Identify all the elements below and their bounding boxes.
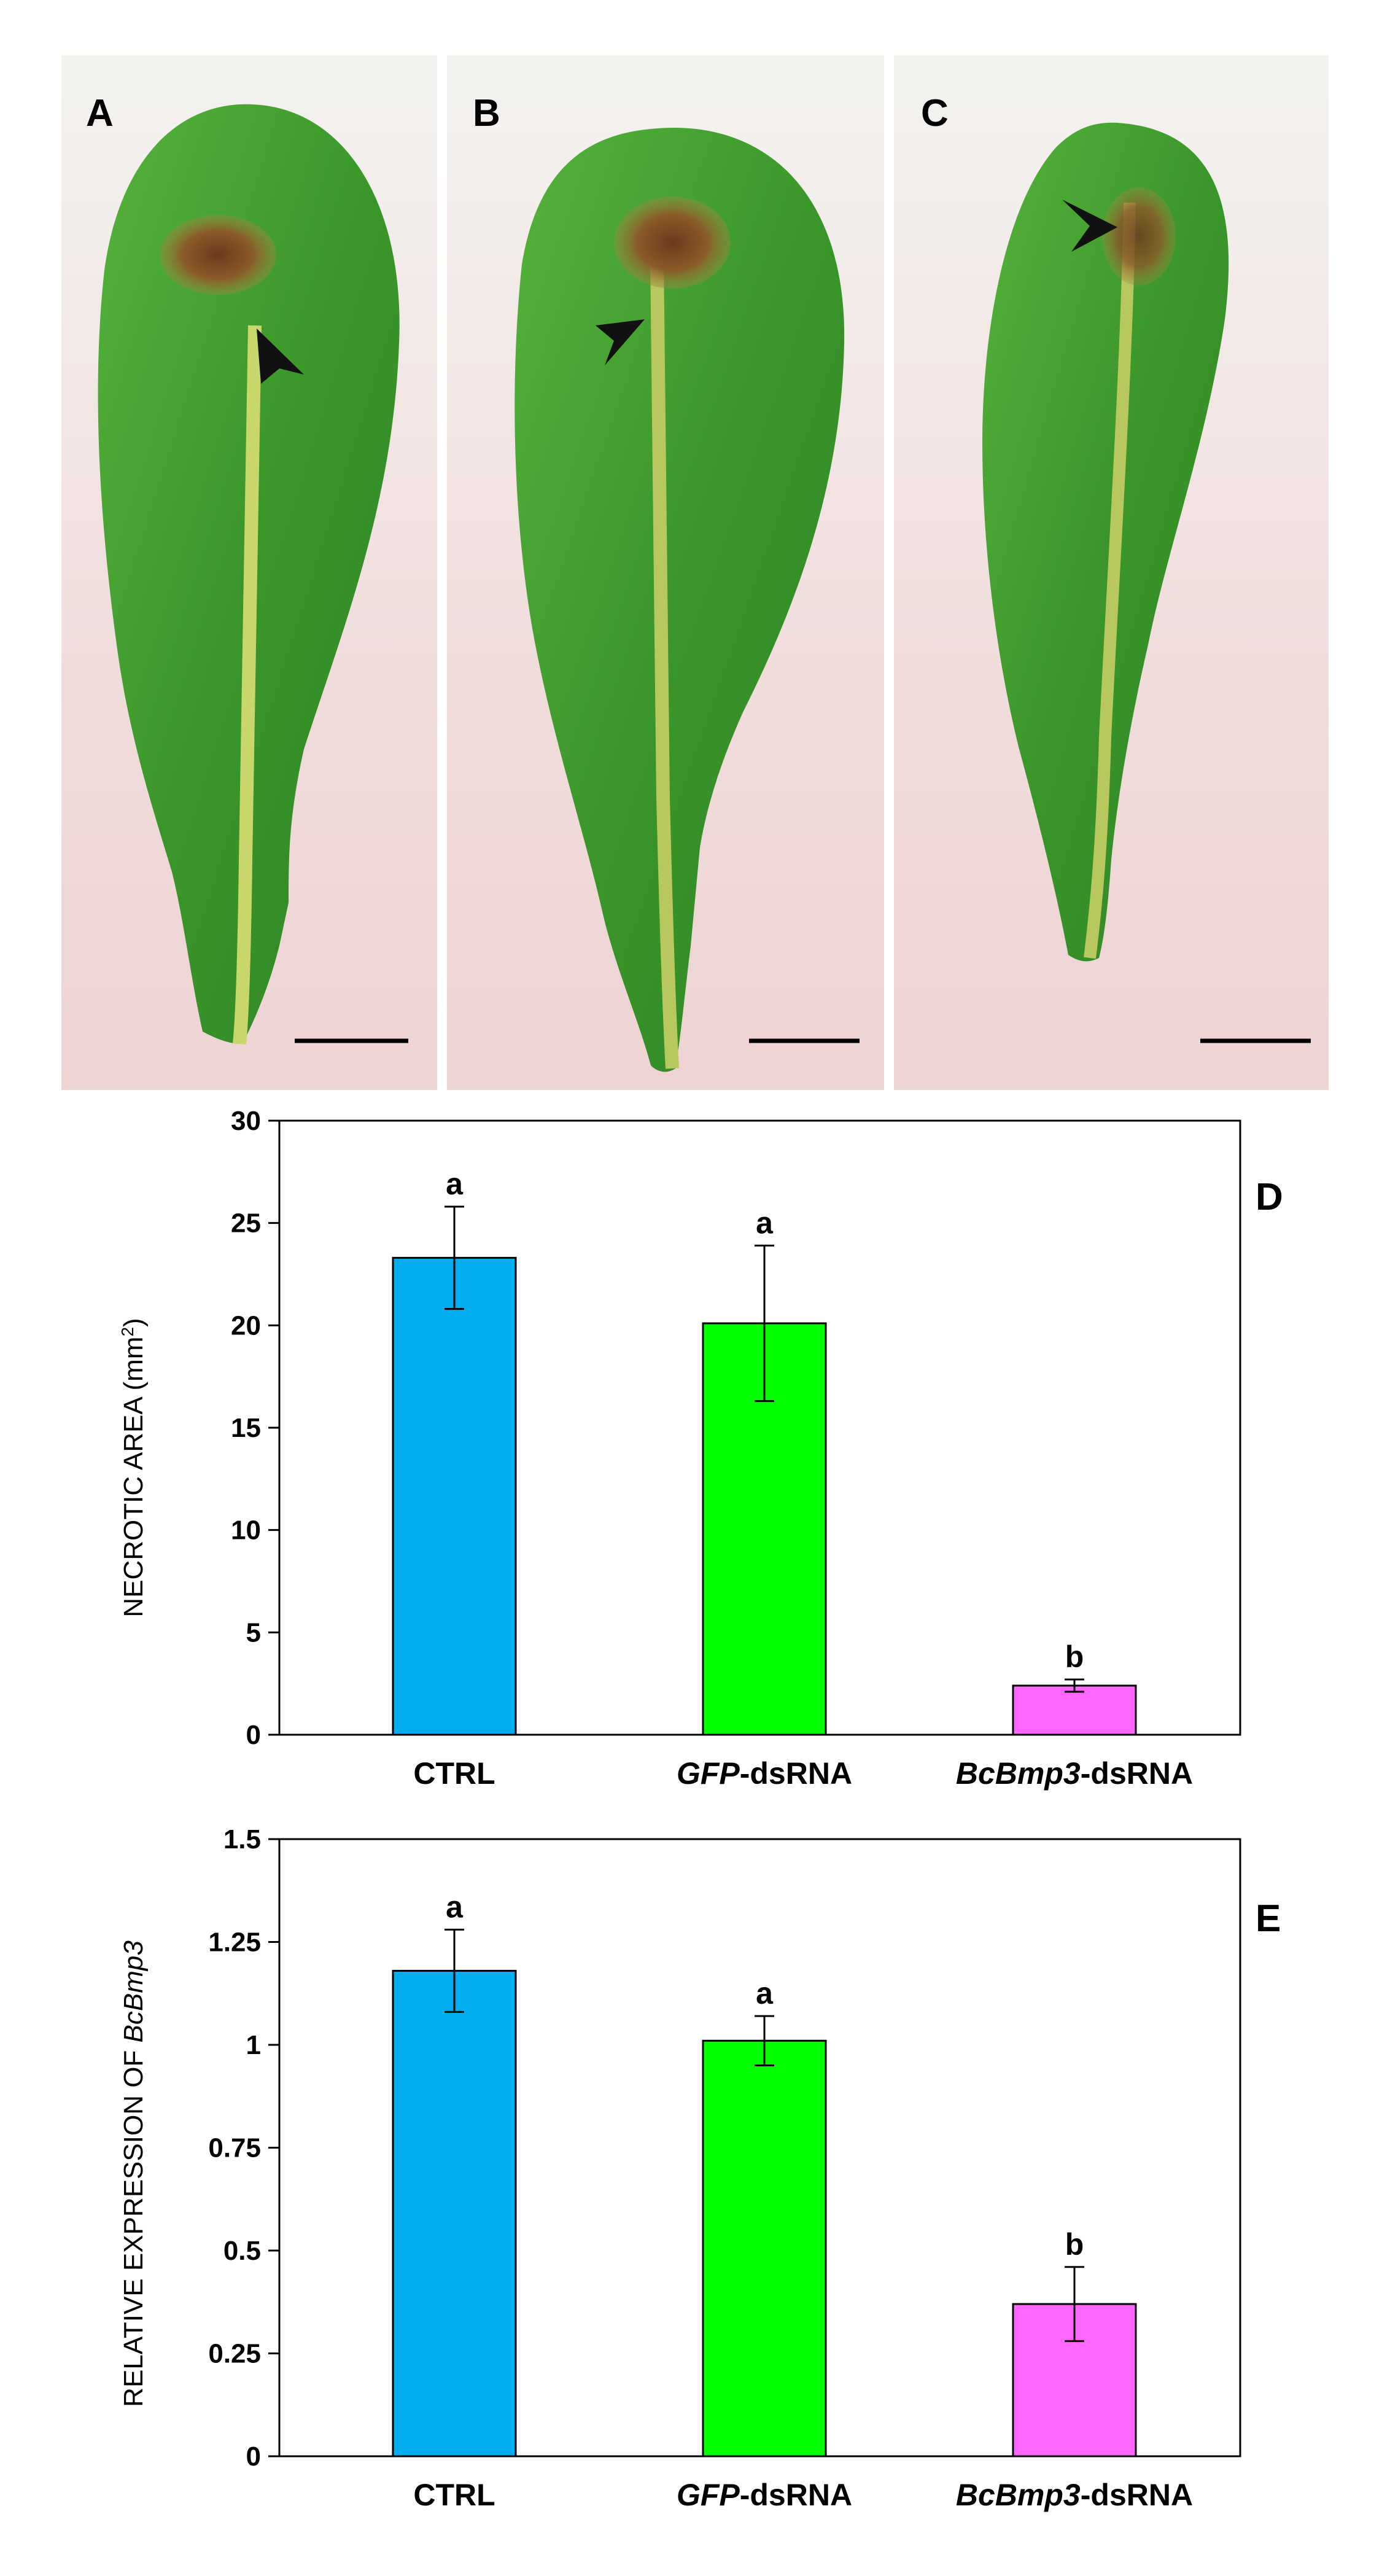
x-tick-label-italic: BcBmp3	[956, 2478, 1081, 2512]
panel-label: B	[473, 92, 500, 134]
y-tick-label: 1.5	[223, 1824, 261, 1854]
y-axis-label: RELATIVE EXPRESSION OF BcBmp3	[118, 1940, 149, 2407]
y-tick-label: 25	[231, 1208, 261, 1239]
y-axis-label: NECROTIC AREA (mm2)	[118, 1318, 149, 1617]
lesion-c	[1102, 187, 1176, 286]
y-tick-label: 0	[246, 2442, 261, 2472]
arrowhead-icon	[596, 319, 645, 365]
lesion-a	[160, 215, 276, 295]
y-tick-label: 0.5	[223, 2236, 261, 2266]
bar	[702, 2039, 827, 2457]
x-tick-label-plain: -dsRNA	[1081, 1756, 1193, 1791]
significance-letter: b	[1065, 2227, 1084, 2262]
chart-panel-label: D	[1256, 1176, 1283, 1218]
significance-letter: b	[1065, 1640, 1084, 1674]
x-tick-label-plain: -dsRNA	[1081, 2478, 1193, 2512]
plot-frame	[278, 1838, 1241, 2457]
x-tick-label: GFP-dsRNA	[677, 2478, 852, 2512]
x-tick-label-italic: GFP	[677, 2478, 740, 2512]
x-tick-label: CTRL	[413, 2478, 495, 2512]
y-tick-label: 1.25	[208, 1928, 261, 1958]
panel-label: A	[86, 92, 114, 134]
y-tick-label: 30	[231, 1106, 261, 1136]
x-tick-label-italic: GFP	[677, 1756, 740, 1791]
x-tick-label-plain: -dsRNA	[740, 1756, 852, 1791]
x-tick-label: BcBmp3-dsRNA	[956, 2478, 1193, 2512]
significance-letter: a	[756, 1205, 774, 1240]
y-tick-label: 0	[246, 1720, 261, 1750]
bar	[392, 1969, 517, 2457]
leaf-c	[982, 122, 1229, 962]
x-tick-label-plain: CTRL	[413, 2478, 495, 2512]
x-tick-label-plain: CTRL	[413, 1756, 495, 1791]
chart-relative-expression: E RELATIVE EXPRESSION OF BcBmp3 0 0.25 0.5…	[118, 1824, 1281, 2512]
photo-panel-c: C	[894, 55, 1329, 1090]
chart-necrotic-area: D NECROTIC AREA (mm2) 0 5 10 15 20 25 30 a a b C…	[118, 1106, 1283, 1791]
y-tick-label: 10	[231, 1516, 261, 1546]
photo-panel-b: B	[447, 55, 884, 1090]
y-tick-label: 20	[231, 1310, 261, 1341]
chart-panel-label: E	[1256, 1897, 1281, 1940]
x-tick-label: GFP-dsRNA	[677, 1756, 852, 1791]
x-tick-label-plain: -dsRNA	[740, 2478, 852, 2512]
arrowhead-icon	[1062, 200, 1117, 252]
y-tick-label: 5	[246, 1617, 261, 1648]
y-tick-label: 0.25	[208, 2339, 261, 2369]
photo-panel-a: A	[61, 55, 437, 1090]
lesion-b	[614, 197, 731, 289]
bar	[1012, 1684, 1137, 1736]
plot-frame	[278, 1119, 1241, 1736]
y-tick-label: 15	[231, 1413, 261, 1443]
y-tick-label: 0.75	[208, 2133, 261, 2163]
x-tick-label: BcBmp3-dsRNA	[956, 1756, 1193, 1791]
x-tick-label: CTRL	[413, 1756, 495, 1791]
x-tick-label-italic: BcBmp3	[956, 1756, 1081, 1791]
bar	[392, 1256, 517, 1736]
significance-letter: a	[446, 1167, 464, 1201]
significance-letter: a	[756, 1976, 774, 2010]
panel-label: C	[921, 92, 949, 134]
arrowhead-icon	[257, 329, 304, 384]
significance-letter: a	[446, 1889, 464, 1924]
y-tick-label: 1	[246, 2030, 261, 2060]
leaf-b	[514, 127, 845, 1072]
